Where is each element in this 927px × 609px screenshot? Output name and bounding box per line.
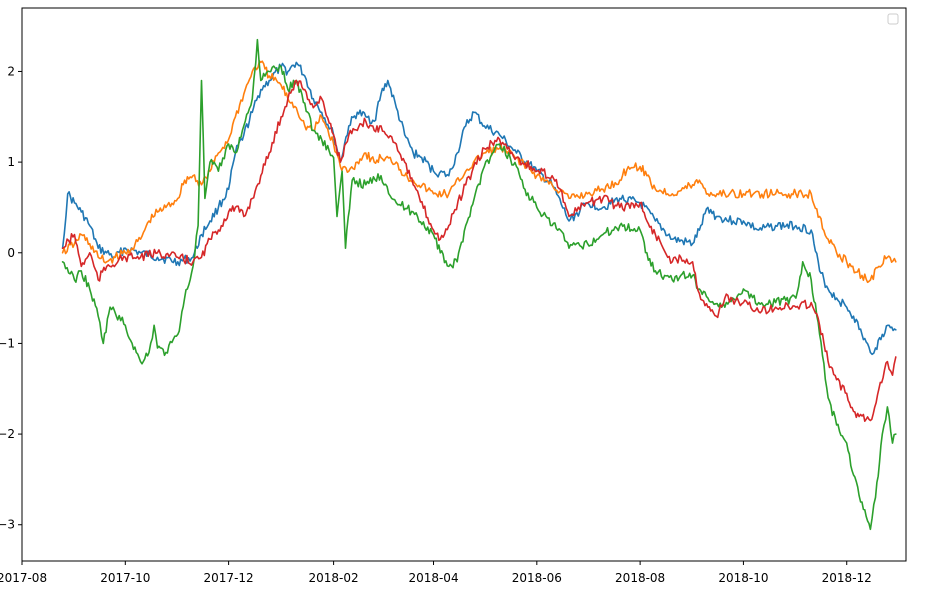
x-tick-label: 2018-12: [822, 571, 872, 585]
x-tick-label: 2018-02: [309, 571, 359, 585]
series-line-4: [61, 79, 897, 422]
x-tick-label: 2017-12: [204, 571, 254, 585]
x-tick-label: 2017-10: [100, 571, 150, 585]
y-tick-label: 2: [7, 64, 15, 78]
x-tick-label: 2018-04: [408, 571, 458, 585]
y-axis: −3 −2 −1 0 1 2: [0, 64, 22, 532]
y-tick-label: −2: [0, 427, 15, 441]
plot-area-frame: [21, 7, 907, 562]
y-tick-label: −3: [0, 518, 15, 532]
y-tick-label: −1: [0, 336, 15, 350]
series-layer: [61, 38, 897, 531]
y-tick-label: 0: [7, 246, 15, 260]
legend-box: [887, 13, 899, 25]
x-tick-label: 2017-08: [0, 571, 47, 585]
series-line-2: [61, 60, 897, 284]
x-tick-label: 2018-08: [615, 571, 665, 585]
y-tick-label: 1: [7, 155, 15, 169]
x-tick-label: 2018-10: [718, 571, 768, 585]
series-line-3: [61, 38, 897, 531]
series-line-1: [61, 61, 897, 356]
x-axis: 2017-08 2017-10 2017-12 2018-02 2018-04 2018-…: [0, 561, 872, 585]
x-tick-label: 2018-06: [512, 571, 562, 585]
